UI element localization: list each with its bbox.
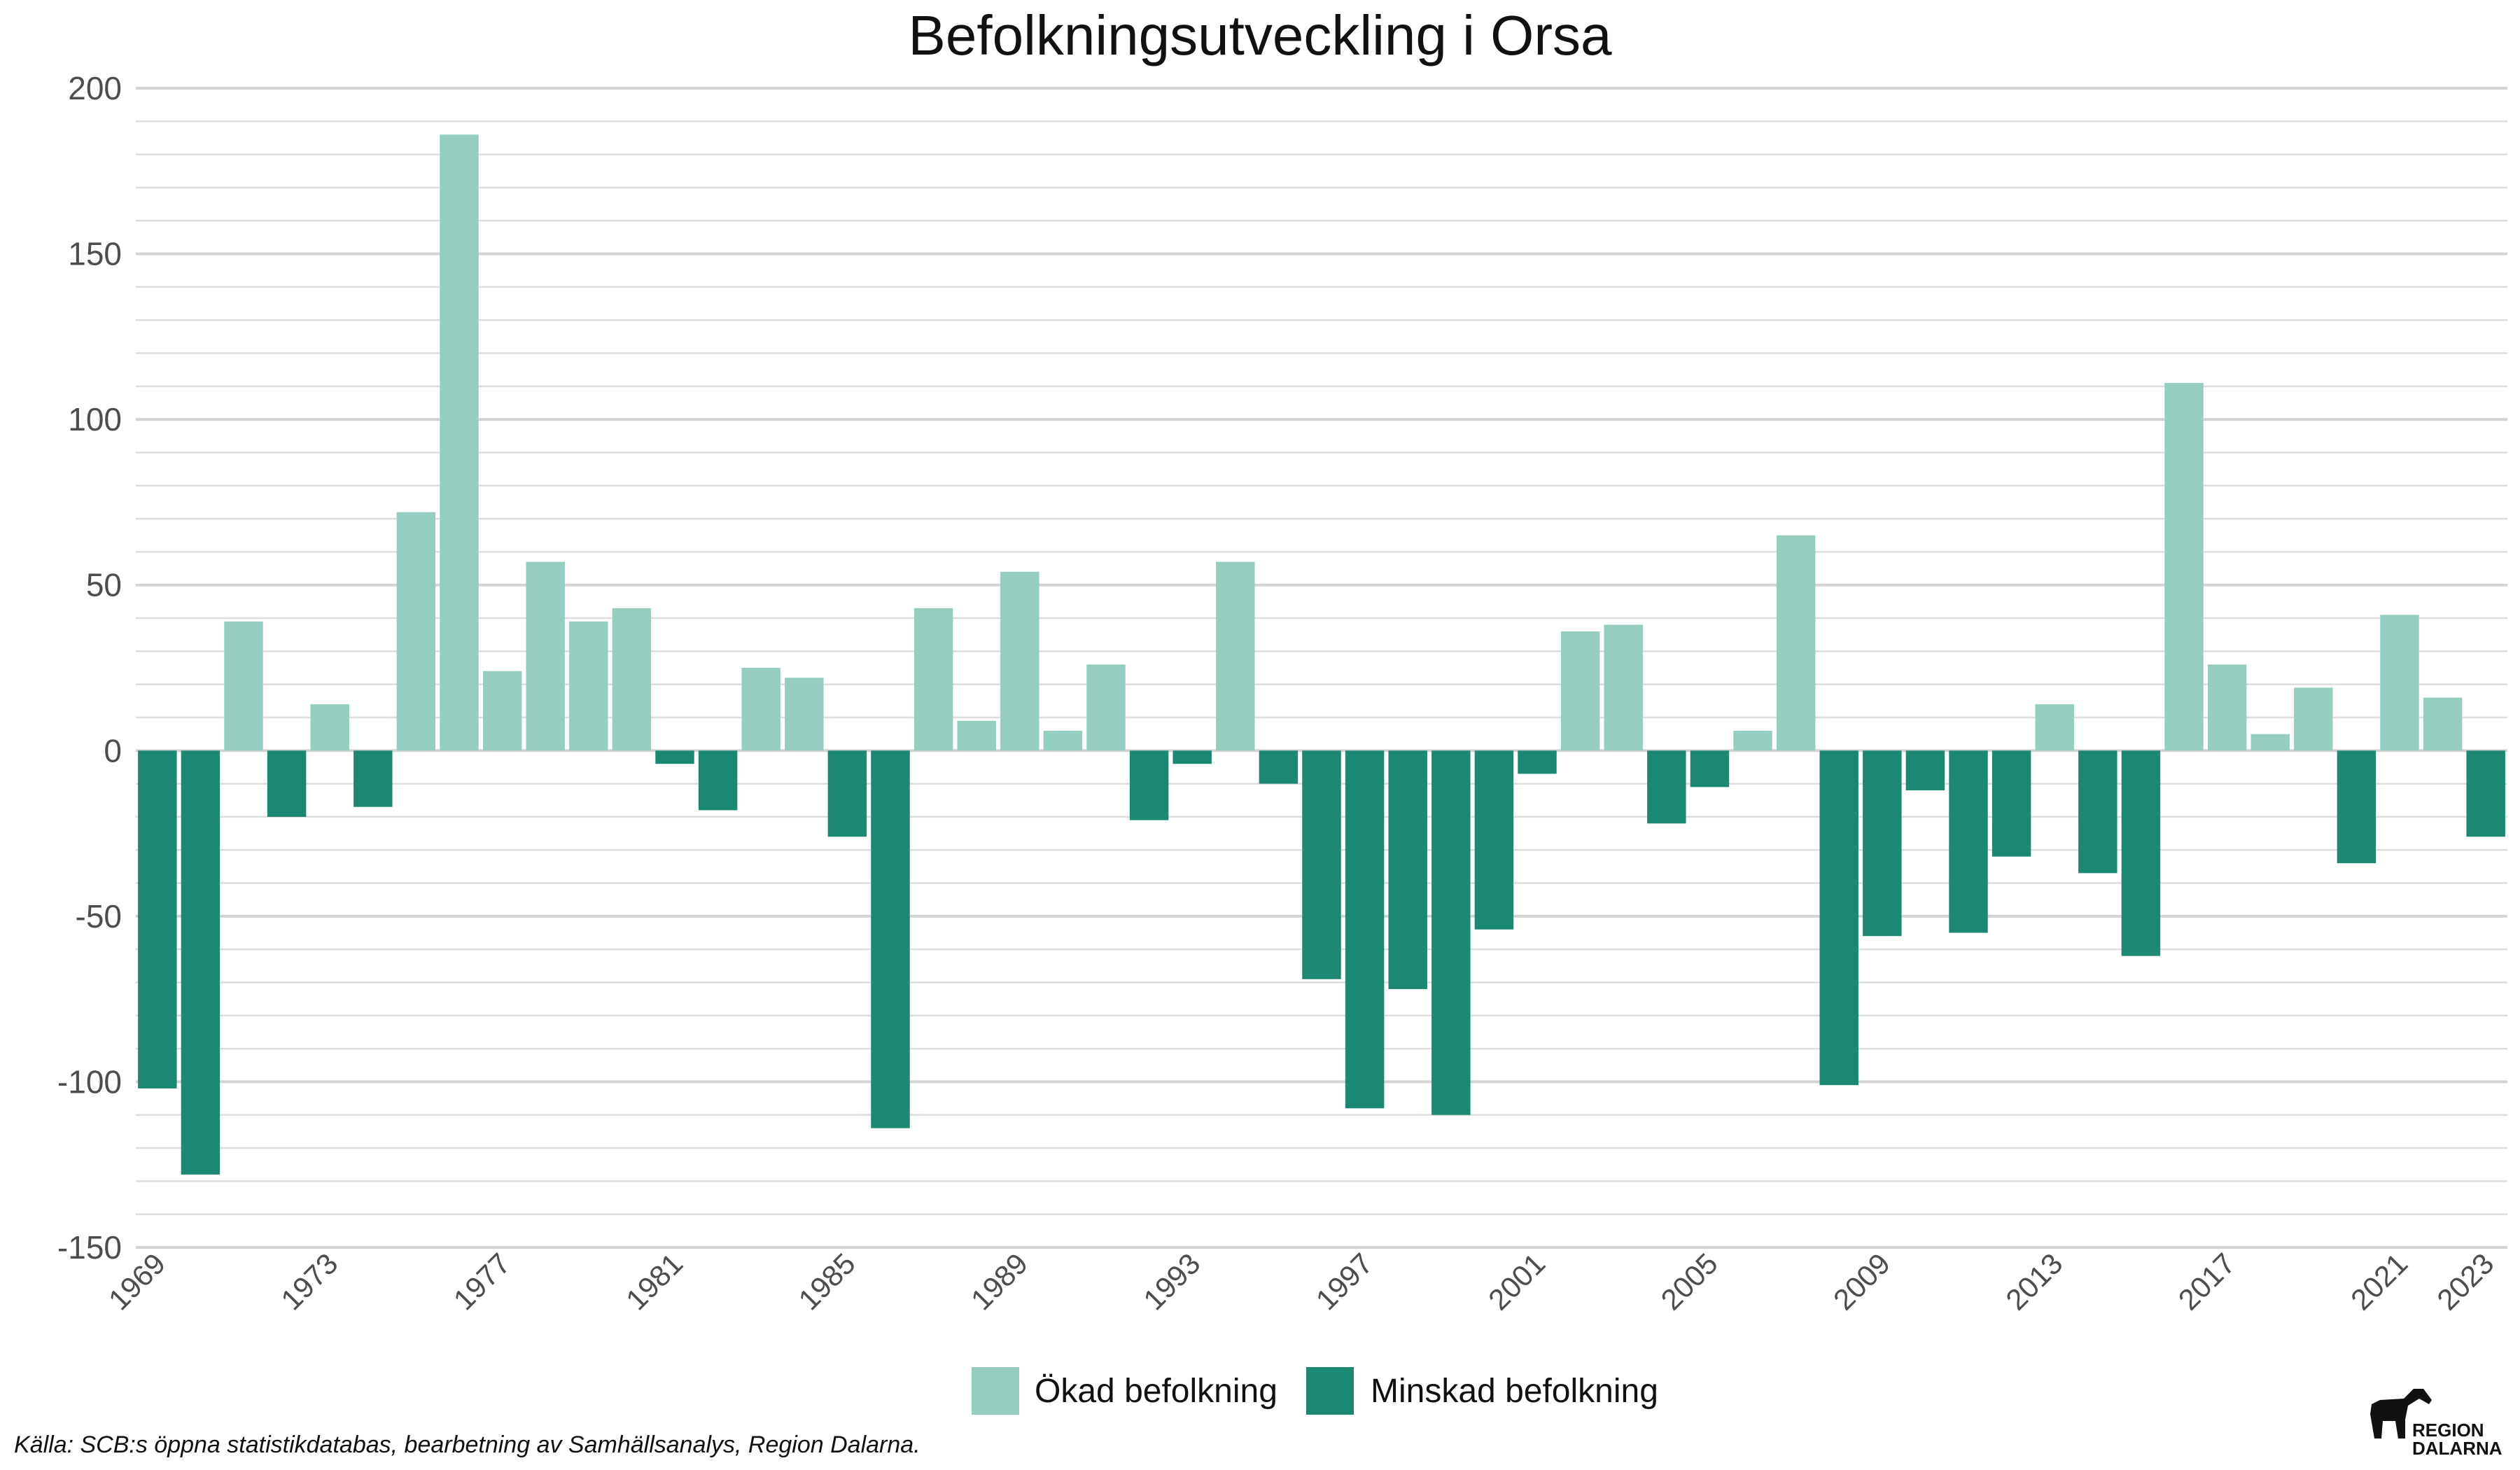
bar-1994 xyxy=(1216,561,1255,751)
x-tick-label: 2001 xyxy=(1482,1247,1551,1316)
bar-1977 xyxy=(482,671,522,751)
bar-1971 xyxy=(224,621,263,751)
bar-1996 xyxy=(1302,750,1341,979)
bar-2010 xyxy=(1905,750,1945,791)
x-tick-label: 2023 xyxy=(2430,1247,2500,1316)
source-note: Källa: SCB:s öppna statistikdatabas, bea… xyxy=(14,1432,920,1458)
bar-2004 xyxy=(1647,750,1686,824)
bar-1997 xyxy=(1345,750,1385,1109)
y-tick-label: 100 xyxy=(68,401,122,438)
bar-1976 xyxy=(440,134,479,751)
bar-2023 xyxy=(2466,750,2505,837)
y-tick-label: 150 xyxy=(68,236,122,272)
x-tick-label: 2009 xyxy=(1827,1247,1896,1316)
bar-2007 xyxy=(1776,535,1816,751)
x-tick-label: 1997 xyxy=(1310,1247,1379,1316)
bar-2019 xyxy=(2294,687,2333,751)
legend-swatch-increase xyxy=(972,1367,1019,1415)
bar-1982 xyxy=(698,750,738,811)
bar-1993 xyxy=(1172,750,1212,764)
x-tick-label: 1977 xyxy=(447,1247,517,1316)
bar-1969 xyxy=(138,750,177,1088)
bar-2003 xyxy=(1604,624,1643,751)
region-dalarna-logo: REGION DALARNA xyxy=(2370,1389,2502,1459)
bar-1978 xyxy=(526,561,565,751)
bar-2001 xyxy=(1518,750,1557,774)
bar-1987 xyxy=(913,608,953,751)
bars xyxy=(138,134,2505,1175)
x-tick-label: 2017 xyxy=(2172,1247,2241,1316)
bar-2008 xyxy=(1819,750,1858,1086)
bar-2000 xyxy=(1474,750,1514,930)
x-tick-label: 1985 xyxy=(792,1247,861,1316)
bar-1998 xyxy=(1388,750,1427,989)
x-tick-label: 1973 xyxy=(274,1247,344,1316)
bar-1981 xyxy=(655,750,694,764)
bar-1979 xyxy=(569,621,608,751)
logo-text-region: REGION xyxy=(2412,1420,2484,1441)
bar-1999 xyxy=(1432,750,1471,1115)
bar-1983 xyxy=(741,668,780,751)
bar-2013 xyxy=(2035,704,2074,751)
bar-1995 xyxy=(1259,750,1298,784)
x-axis-ticks: 1969 1973 1977 1981 1985 1989 1993 1997 2001 2005… xyxy=(102,1247,2500,1316)
x-tick-label: 1989 xyxy=(965,1247,1034,1316)
y-axis-ticks: 200 150 100 50 0 -50 -100 -150 xyxy=(57,70,122,1266)
bar-1989 xyxy=(1000,571,1040,751)
bar-1984 xyxy=(785,678,824,751)
y-tick-label: -100 xyxy=(57,1063,122,1100)
x-tick-label: 2005 xyxy=(1654,1247,1723,1316)
bar-2015 xyxy=(2121,750,2161,956)
legend-swatch-decrease xyxy=(1306,1367,1354,1415)
bar-1991 xyxy=(1086,664,1126,751)
bar-2017 xyxy=(2207,664,2247,751)
bar-2002 xyxy=(1560,631,1600,751)
y-tick-label: -150 xyxy=(57,1229,122,1266)
bar-1973 xyxy=(310,704,349,751)
dala-horse-icon xyxy=(2370,1389,2432,1438)
bar-2018 xyxy=(2250,734,2290,751)
bar-1992 xyxy=(1129,750,1169,820)
legend-label-decrease: Minskad befolkning xyxy=(1371,1373,1658,1410)
bar-1975 xyxy=(396,512,436,751)
bar-1988 xyxy=(957,720,996,751)
x-tick-label: 1981 xyxy=(620,1247,689,1316)
bar-1974 xyxy=(354,750,393,807)
legend: Ökad befolkning Minskad befolkning xyxy=(972,1367,1658,1415)
chart-title: Befolkningsutveckling i Orsa xyxy=(909,4,1612,66)
bar-2011 xyxy=(1949,750,1988,933)
y-tick-label: 0 xyxy=(104,732,122,769)
bar-2009 xyxy=(1863,750,1902,937)
bar-2005 xyxy=(1690,750,1730,788)
bar-1970 xyxy=(181,750,220,1175)
grid-lines xyxy=(136,87,2507,1249)
bar-1986 xyxy=(871,750,910,1128)
bar-2020 xyxy=(2337,750,2376,864)
bar-1972 xyxy=(267,750,307,817)
bar-1980 xyxy=(612,608,652,751)
bar-2016 xyxy=(2164,383,2204,751)
bar-2012 xyxy=(1991,750,2031,857)
legend-label-increase: Ökad befolkning xyxy=(1035,1373,1278,1410)
y-tick-label: -50 xyxy=(76,898,122,934)
x-tick-label: 2013 xyxy=(1999,1247,2068,1316)
logo-text-dalarna: DALARNA xyxy=(2412,1438,2502,1459)
y-tick-label: 50 xyxy=(86,567,122,603)
bar-2006 xyxy=(1733,730,1772,751)
bar-2022 xyxy=(2423,697,2463,751)
x-tick-label: 2021 xyxy=(2344,1247,2414,1316)
bar-2021 xyxy=(2380,615,2419,751)
y-tick-label: 200 xyxy=(68,70,122,106)
bar-1985 xyxy=(827,750,867,837)
x-tick-label: 1993 xyxy=(1137,1247,1206,1316)
bar-1990 xyxy=(1043,730,1083,751)
bar-2014 xyxy=(2078,750,2118,874)
